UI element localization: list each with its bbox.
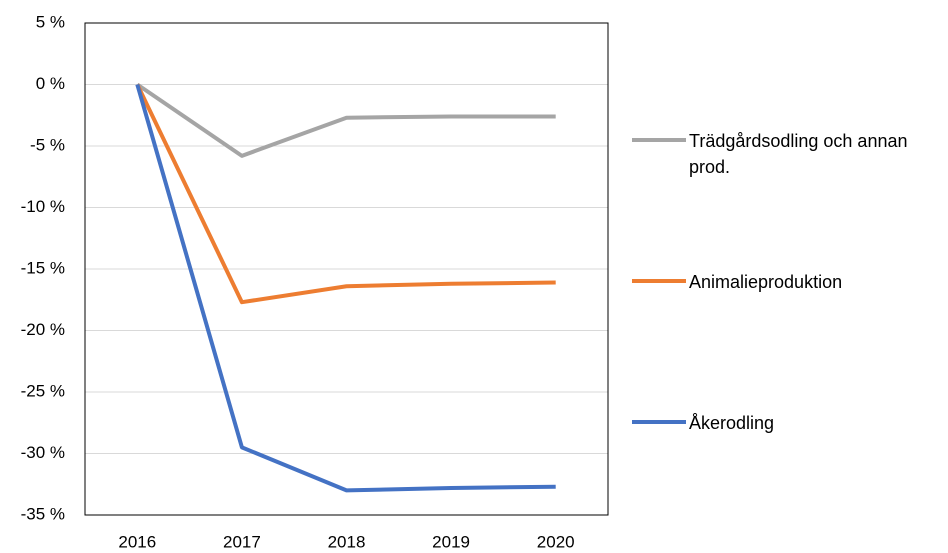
series-line <box>136 82 556 158</box>
y-tick-label: -15 % <box>21 258 65 277</box>
x-tick-label: 2019 <box>432 532 470 551</box>
x-tick-label: 2016 <box>118 532 156 551</box>
legend-swatch <box>632 420 686 424</box>
x-tick-label: 2020 <box>537 532 575 551</box>
series-line <box>135 83 556 305</box>
y-tick-label: 5 % <box>36 12 65 31</box>
legend-label: Åkerodling <box>689 413 775 433</box>
y-tick-label: -5 % <box>30 135 65 154</box>
legend-item: Trädgårdsodling och annan prod. <box>632 128 948 180</box>
y-tick-label: -30 % <box>21 443 65 462</box>
legend-swatch <box>632 279 686 283</box>
legend-item: Animalieproduktion <box>632 269 948 295</box>
y-tick-label: -35 % <box>21 504 65 523</box>
series-line <box>135 83 556 493</box>
y-tick-label: 0 % <box>36 74 65 93</box>
plot-frame <box>84 22 609 516</box>
x-tick-label: 2017 <box>223 532 261 551</box>
legend-label: Trädgårdsodling och annan prod. <box>689 131 908 177</box>
x-tick-label: 2018 <box>328 532 366 551</box>
y-tick-label: -20 % <box>21 320 65 339</box>
legend-swatch <box>632 138 686 142</box>
y-tick-label: -10 % <box>21 197 65 216</box>
y-tick-label: -25 % <box>21 381 65 400</box>
legend-item: Åkerodling <box>632 410 948 436</box>
legend-label: Animalieproduktion <box>689 272 843 292</box>
